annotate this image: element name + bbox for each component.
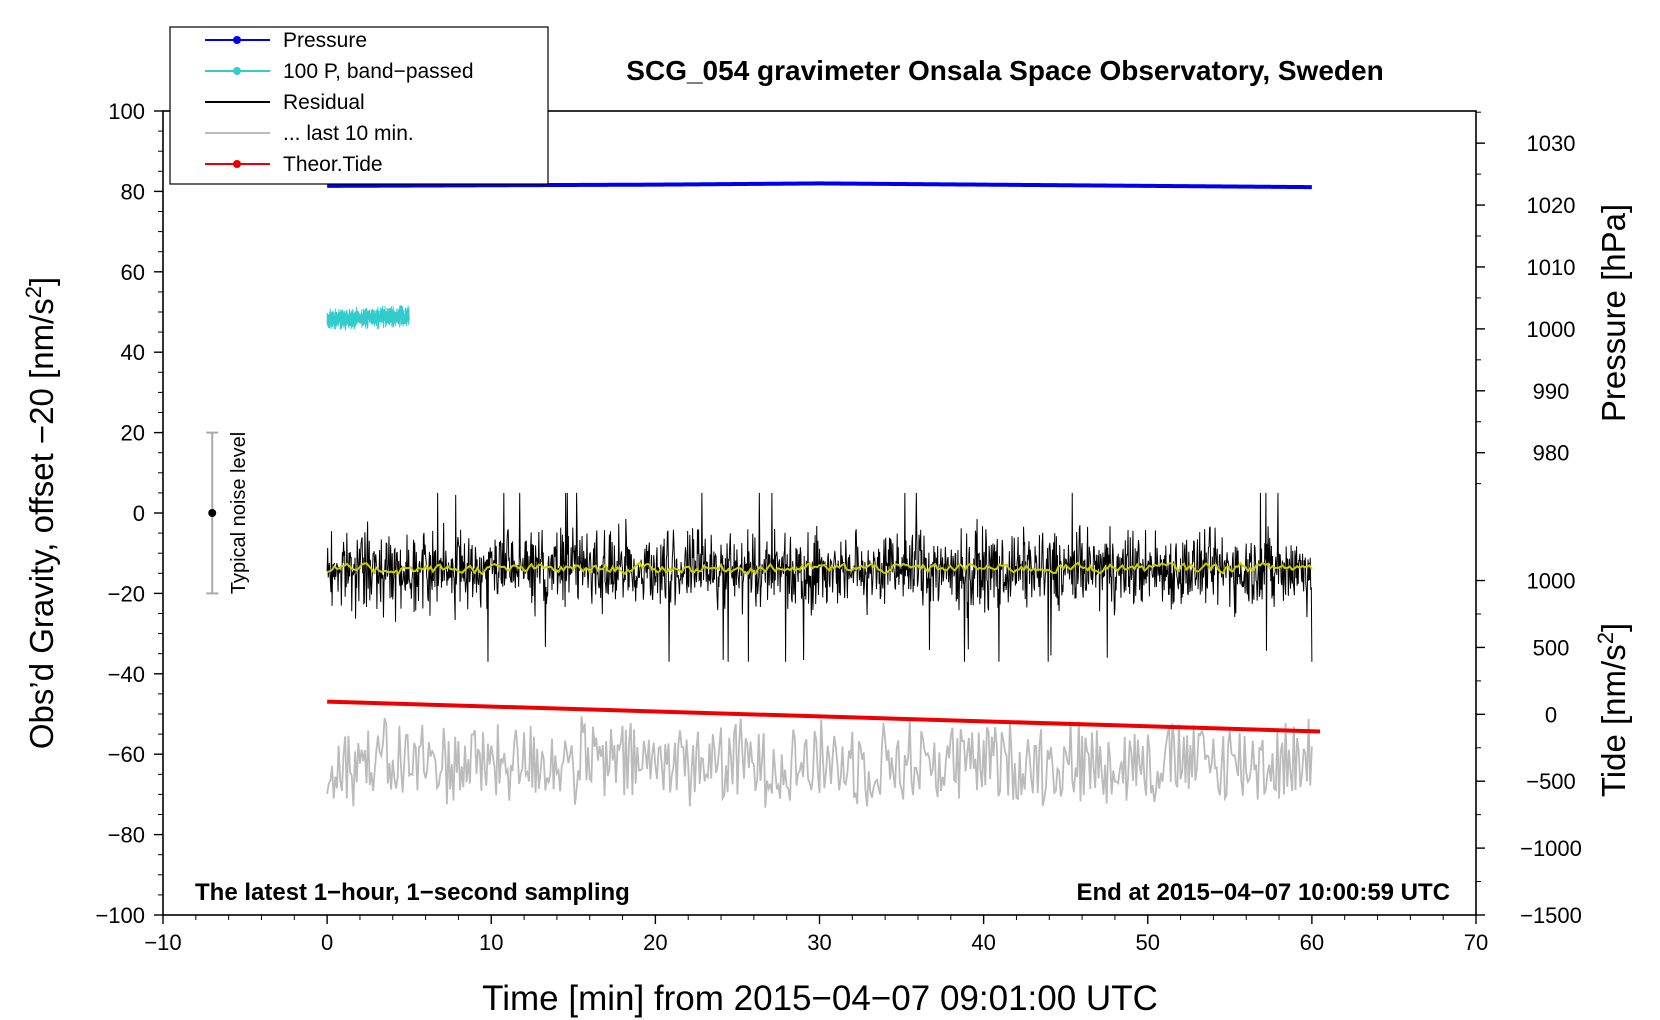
note-latest-hour: The latest 1−hour, 1−second sampling — [195, 879, 630, 906]
x-tick-label: 50 — [1136, 930, 1160, 955]
legend-swatch-marker — [233, 67, 241, 75]
tide-tick-label: 0 — [1545, 702, 1557, 727]
legend-swatch-marker — [233, 160, 241, 168]
y-tick-label: 0 — [133, 501, 145, 526]
y-axis-pressure: 980 990 1000 1010 1020 1030 — [1476, 111, 1576, 485]
legend-label: 100 P, band−passed — [283, 60, 474, 83]
legend-box — [169, 26, 549, 185]
x-axis: −10 0 10 20 30 40 50 60 70 — [144, 915, 1488, 955]
legend-label: Residual — [283, 91, 365, 114]
y-tick-label: 40 — [121, 340, 145, 365]
tide-tick-label: −1500 — [1520, 903, 1582, 928]
x-axis-label: Time [min] from 2015−04−07 09:01:00 UTC — [482, 979, 1158, 1018]
y-axis-left: −100 −80 −60 −40 −20 0 20 40 60 80 100 — [95, 99, 163, 928]
y-tick-label: −80 — [108, 823, 145, 848]
legend-label: Theor.Tide — [283, 153, 383, 176]
pressure-tick-label: 990 — [1533, 379, 1570, 404]
series-layer — [326, 181, 1321, 808]
y-axis-left-label-main: Obs’d Gravity, offset −20 [nm/s — [23, 298, 60, 749]
tide-axis-label-main: Tide [nm/s — [1595, 644, 1632, 797]
legend-label: ... last 10 min. — [283, 122, 414, 145]
y-tick-label: −40 — [108, 662, 145, 687]
y-tick-label: −20 — [108, 581, 145, 606]
y-axis-left-label-end: ] — [23, 277, 60, 286]
noise-bar-center-dot — [208, 509, 217, 517]
y-tick-label: 80 — [121, 179, 145, 204]
y-tick-label: 100 — [108, 99, 145, 124]
y-tick-label: −60 — [108, 742, 145, 767]
series-residual — [326, 492, 1313, 662]
y-tick-label: 60 — [121, 260, 145, 285]
pressure-axis-label: Pressure [hPa] — [1595, 204, 1632, 422]
series-pressure — [327, 181, 1312, 190]
tide-tick-label: 500 — [1533, 635, 1570, 660]
pressure-tick-label: 1030 — [1527, 131, 1576, 156]
tide-axis-label: Tide [nm/s2] — [1593, 623, 1632, 797]
series-last-10-min — [326, 716, 1313, 808]
plot-area: −10 0 10 20 30 40 50 60 70 −100−80−60−40−2002040… — [95, 99, 1581, 955]
x-tick-label: 10 — [479, 930, 503, 955]
x-tick-label: 30 — [807, 930, 831, 955]
x-tick-label: 70 — [1464, 930, 1488, 955]
noise-level-indicator: Typical noise level — [206, 431, 250, 595]
y-tick-label: 20 — [121, 421, 145, 446]
tide-tick-label: −1000 — [1520, 836, 1582, 861]
series-band-passed-pressure — [326, 305, 410, 331]
y-axis-left-label-sup: 2 — [21, 286, 46, 298]
series-theoretical-tide — [327, 699, 1321, 734]
tide-tick-label: −500 — [1526, 769, 1576, 794]
tide-axis-label-sup: 2 — [1593, 632, 1618, 644]
pressure-tick-label: 1000 — [1527, 317, 1576, 342]
tide-axis-label-end: ] — [1595, 623, 1632, 632]
pressure-tick-label: 1020 — [1527, 193, 1576, 218]
x-tick-label: −10 — [144, 930, 181, 955]
legend-label: Pressure — [283, 29, 367, 52]
y-axis-tide: −1500 −1000 −500 0 500 1000 — [1476, 569, 1582, 928]
legend: Pressure 100 P, band−passed Residual ... la… — [169, 26, 549, 185]
y-axis-left-label: Obs’d Gravity, offset −20 [nm/s2] — [21, 277, 60, 749]
y-tick-label: −100 — [95, 903, 145, 928]
x-tick-label: 20 — [643, 930, 667, 955]
legend-swatch-marker — [233, 36, 241, 44]
note-end-time: End at 2015−04−07 10:00:59 UTC — [1076, 879, 1450, 906]
chart-title: SCG_054 gravimeter Onsala Space Observat… — [626, 55, 1383, 86]
tide-tick-label: 1000 — [1527, 569, 1576, 594]
x-tick-label: 40 — [971, 930, 995, 955]
x-tick-label: 60 — [1300, 930, 1324, 955]
series-residual-smoothed — [326, 561, 1313, 576]
x-tick-label: 0 — [321, 930, 333, 955]
pressure-tick-label: 1010 — [1527, 255, 1576, 280]
noise-level-label: Typical noise level — [228, 432, 250, 594]
pressure-tick-label: 980 — [1533, 441, 1570, 466]
